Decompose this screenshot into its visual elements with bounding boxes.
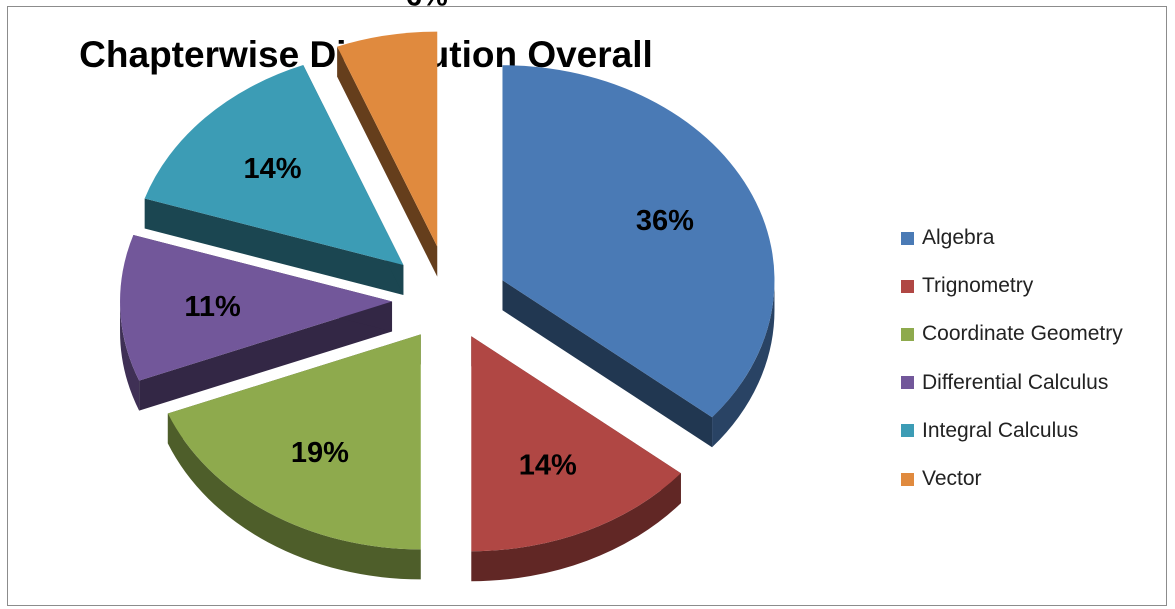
pie-slice-vector	[337, 31, 438, 247]
pie-slice-side-coordinate-geometry	[167, 413, 421, 580]
pie-label-coordinate-geometry: 19%	[291, 437, 349, 469]
pie-slice-trignometry	[471, 336, 681, 552]
legend-swatch-trignometry	[901, 279, 914, 293]
pie-slice-integral-calculus	[144, 65, 404, 265]
legend-swatch-algebra	[901, 231, 914, 245]
legend-swatch-vector	[901, 472, 914, 486]
pie-slice-coordinate-geometry	[167, 334, 421, 550]
pie-slice-wall-vector-0	[337, 46, 438, 277]
legend-label-trignometry: Trignometry	[922, 274, 1034, 298]
pie-slice-side-algebra	[712, 280, 775, 448]
pie-slice-wall-integral-calculus-0	[144, 198, 404, 295]
pie-label-integral-calculus: 14%	[243, 153, 301, 185]
pie-label-trignometry: 14%	[519, 450, 577, 482]
pie-slice-side-differential-calculus	[120, 301, 140, 411]
pie-slice-algebra	[502, 65, 775, 418]
legend-swatch-coordinate-geometry	[901, 327, 914, 341]
pie-slice-wall-algebra-1	[502, 280, 713, 448]
legend-item-algebra: Algebra	[901, 214, 1123, 262]
legend-item-vector: Vector	[901, 455, 1123, 503]
pie-label-algebra: 36%	[636, 205, 694, 237]
legend-item-coordinate-geometry: Coordinate Geometry	[901, 310, 1123, 358]
pie-slice-side-trignometry	[471, 473, 681, 582]
legend-label-differential-calculus: Differential Calculus	[922, 370, 1109, 394]
legend-item-trignometry: Trignometry	[901, 262, 1123, 310]
pie-slice-differential-calculus	[120, 235, 393, 381]
legend-item-differential-calculus: Differential Calculus	[901, 359, 1123, 407]
legend-swatch-integral-calculus	[901, 424, 914, 438]
legend-label-algebra: Algebra	[922, 226, 995, 250]
legend-item-integral-calculus: Integral Calculus	[901, 407, 1123, 455]
legend-swatch-differential-calculus	[901, 376, 914, 390]
legend-label-integral-calculus: Integral Calculus	[922, 418, 1079, 442]
pie-slice-wall-differential-calculus-0	[139, 301, 393, 411]
pie-label-vector: 6%	[406, 0, 448, 12]
pie-label-differential-calculus: 11%	[184, 291, 241, 323]
legend-label-coordinate-geometry: Coordinate Geometry	[922, 322, 1123, 346]
legend: Algebra Trignometry Coordinate Geometry Dif…	[901, 214, 1123, 503]
legend-label-vector: Vector	[922, 467, 982, 491]
